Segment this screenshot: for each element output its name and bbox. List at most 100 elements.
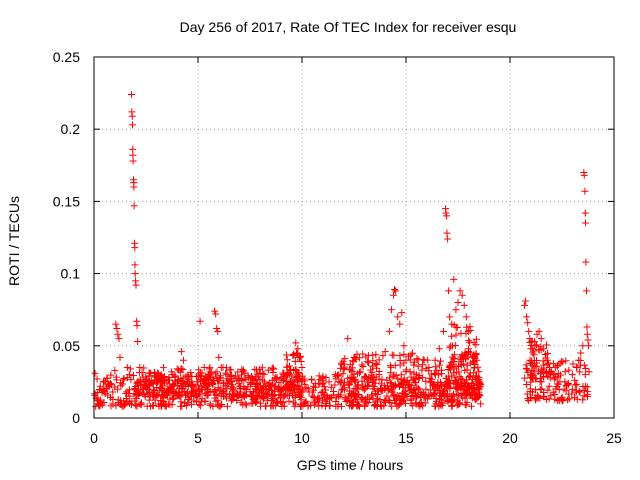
data-point xyxy=(565,366,573,374)
data-point xyxy=(222,369,230,377)
data-point xyxy=(435,383,443,391)
data-point xyxy=(460,301,468,309)
data-point xyxy=(540,389,548,397)
data-point xyxy=(261,378,269,386)
data-point xyxy=(474,385,482,393)
data-point xyxy=(521,301,529,309)
data-point xyxy=(369,395,377,403)
data-point xyxy=(576,368,584,376)
data-point xyxy=(107,402,115,410)
data-point xyxy=(126,392,134,400)
data-point xyxy=(260,370,268,378)
data-point xyxy=(537,378,545,386)
data-point xyxy=(387,306,395,314)
data-point xyxy=(296,352,304,360)
data-point xyxy=(531,394,539,402)
data-point xyxy=(239,366,247,374)
data-point xyxy=(225,390,233,398)
data-point xyxy=(565,395,573,403)
data-point xyxy=(408,349,416,357)
data-point xyxy=(299,401,307,409)
data-point xyxy=(419,374,427,382)
y-tick-label: 0 xyxy=(72,410,80,426)
data-point xyxy=(96,396,104,404)
data-point xyxy=(236,382,244,390)
data-point xyxy=(289,352,297,360)
data-point xyxy=(472,374,480,382)
data-point xyxy=(331,371,339,379)
data-point xyxy=(131,261,139,269)
data-point xyxy=(372,351,380,359)
data-point xyxy=(376,401,384,409)
data-point xyxy=(454,385,462,393)
data-point xyxy=(524,319,532,327)
data-point xyxy=(450,351,458,359)
data-point xyxy=(290,350,298,358)
data-point xyxy=(457,329,465,337)
data-point xyxy=(283,381,291,389)
data-point xyxy=(476,378,484,386)
data-point xyxy=(458,382,466,390)
data-point xyxy=(251,397,259,405)
data-point xyxy=(400,375,408,383)
data-point xyxy=(362,372,370,380)
data-point xyxy=(585,368,593,376)
data-point xyxy=(92,402,100,410)
data-point xyxy=(435,361,443,369)
data-point xyxy=(369,362,377,370)
data-point xyxy=(130,202,138,210)
tick-labels: 0 5 10 15 20 25 0 0.05 0.1 0.15 0.2 0.25 xyxy=(53,49,622,446)
data-point xyxy=(106,381,114,389)
data-point xyxy=(559,358,567,366)
data-point xyxy=(449,360,457,368)
data-point xyxy=(297,358,305,366)
data-point xyxy=(411,390,419,398)
data-point xyxy=(233,390,241,398)
data-point xyxy=(457,390,465,398)
data-point xyxy=(215,386,223,394)
data-point xyxy=(446,313,454,321)
data-point xyxy=(399,390,407,398)
data-point xyxy=(191,391,199,399)
data-point xyxy=(241,369,249,377)
data-point xyxy=(392,287,400,295)
data-point xyxy=(543,356,551,364)
data-point xyxy=(335,392,343,400)
data-point xyxy=(400,396,408,404)
data-point xyxy=(442,209,450,217)
data-point xyxy=(133,322,141,330)
data-point xyxy=(522,364,530,372)
data-point xyxy=(405,383,413,391)
data-point xyxy=(531,362,539,370)
data-point xyxy=(227,378,235,386)
data-point xyxy=(361,402,369,410)
data-point xyxy=(453,368,461,376)
data-point xyxy=(466,349,474,357)
data-point xyxy=(387,363,395,371)
data-point xyxy=(394,375,402,383)
data-point xyxy=(558,393,566,401)
data-point xyxy=(418,366,426,374)
data-point xyxy=(420,356,428,364)
data-point xyxy=(240,383,248,391)
data-point xyxy=(158,380,166,388)
data-point xyxy=(128,397,136,405)
data-point xyxy=(400,350,408,358)
data-point xyxy=(338,359,346,367)
data-point xyxy=(370,382,378,390)
data-point xyxy=(294,345,302,353)
data-point xyxy=(241,384,249,392)
data-point xyxy=(291,366,299,374)
data-point xyxy=(467,391,475,399)
data-point xyxy=(409,376,417,384)
data-point xyxy=(466,338,474,346)
data-point xyxy=(280,392,288,400)
data-point xyxy=(123,363,131,371)
data-point xyxy=(360,386,368,394)
data-point xyxy=(458,352,466,360)
data-point xyxy=(159,397,167,405)
data-point xyxy=(462,313,470,321)
data-point xyxy=(396,382,404,390)
data-point xyxy=(341,363,349,371)
data-point xyxy=(390,291,398,299)
